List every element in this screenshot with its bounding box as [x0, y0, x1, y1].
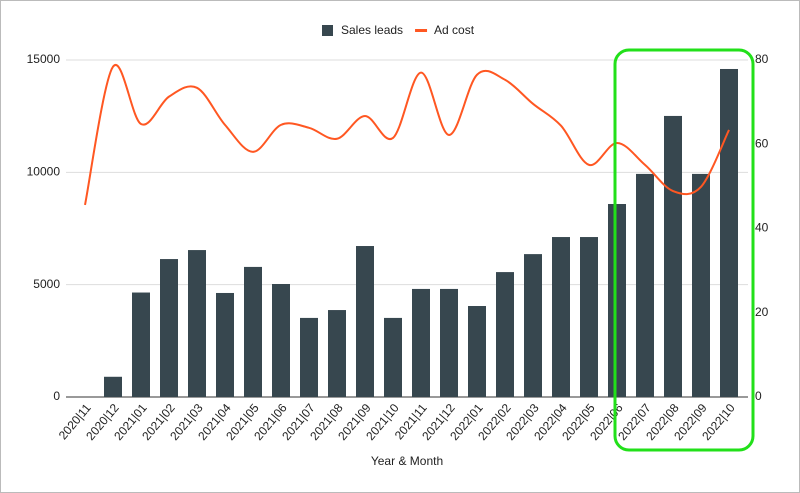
- bar: [468, 306, 486, 397]
- bar: [412, 288, 430, 397]
- bar: [580, 237, 598, 397]
- y-tick-label: 5000: [33, 277, 60, 291]
- bar: [524, 254, 542, 397]
- y-tick-label: 10000: [27, 165, 61, 179]
- legend-swatch: [322, 25, 333, 36]
- highlight-box: [613, 48, 755, 452]
- bar: [636, 173, 654, 397]
- y-tick-label: 15000: [27, 52, 61, 66]
- bar: [244, 266, 262, 397]
- bar: [132, 292, 150, 397]
- bar: [300, 317, 318, 397]
- y2-tick-label: 40: [755, 221, 769, 235]
- bar: [552, 237, 570, 397]
- y2-tick-label: 80: [755, 52, 769, 66]
- legend-label: Ad cost: [434, 23, 475, 37]
- legend-label: Sales leads: [341, 23, 403, 37]
- y2-tick-label: 60: [755, 136, 769, 150]
- bar: [216, 292, 234, 397]
- y-tick-label: 0: [53, 389, 60, 403]
- bar: [720, 68, 738, 397]
- x-axis-label: Year & Month: [371, 454, 443, 468]
- bar: [664, 115, 682, 397]
- bar: [608, 204, 626, 397]
- bar: [692, 173, 710, 397]
- bar: [384, 317, 402, 397]
- bar: [356, 246, 374, 397]
- bar: [272, 283, 290, 397]
- bar: [328, 310, 346, 397]
- line: [84, 63, 730, 206]
- bar: [496, 272, 514, 397]
- bar: [188, 250, 206, 397]
- bar: [440, 288, 458, 397]
- bar: [160, 259, 178, 397]
- bar: [104, 376, 122, 397]
- y2-tick-label: 0: [755, 389, 762, 403]
- y2-tick-label: 20: [755, 305, 769, 319]
